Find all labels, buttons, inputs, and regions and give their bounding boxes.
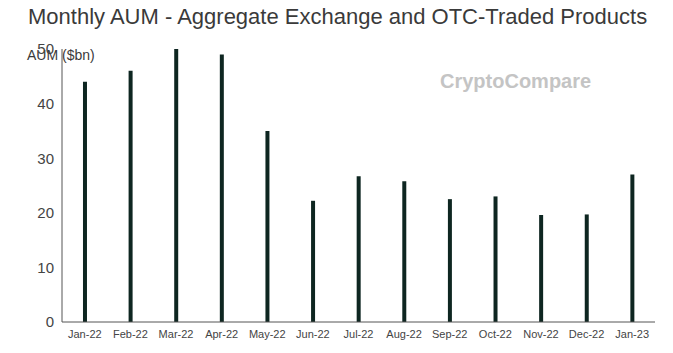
svg-text:Sep-22: Sep-22 — [432, 328, 467, 340]
svg-text:Jul-22: Jul-22 — [344, 328, 374, 340]
svg-text:Aug-22: Aug-22 — [386, 328, 421, 340]
svg-text:Jan-23: Jan-23 — [615, 328, 649, 340]
svg-text:10: 10 — [37, 259, 54, 276]
svg-text:40: 40 — [37, 95, 54, 112]
svg-text:May-22: May-22 — [249, 328, 286, 340]
svg-text:Jun-22: Jun-22 — [296, 328, 330, 340]
svg-text:Feb-22: Feb-22 — [113, 328, 148, 340]
svg-text:20: 20 — [37, 204, 54, 221]
svg-text:Mar-22: Mar-22 — [159, 328, 194, 340]
svg-text:Nov-22: Nov-22 — [523, 328, 558, 340]
svg-text:Oct-22: Oct-22 — [479, 328, 512, 340]
svg-text:30: 30 — [37, 150, 54, 167]
svg-text:0: 0 — [46, 313, 54, 330]
svg-text:50: 50 — [37, 40, 54, 57]
svg-text:Jan-22: Jan-22 — [68, 328, 102, 340]
svg-text:Dec-22: Dec-22 — [569, 328, 604, 340]
svg-text:Apr-22: Apr-22 — [205, 328, 238, 340]
